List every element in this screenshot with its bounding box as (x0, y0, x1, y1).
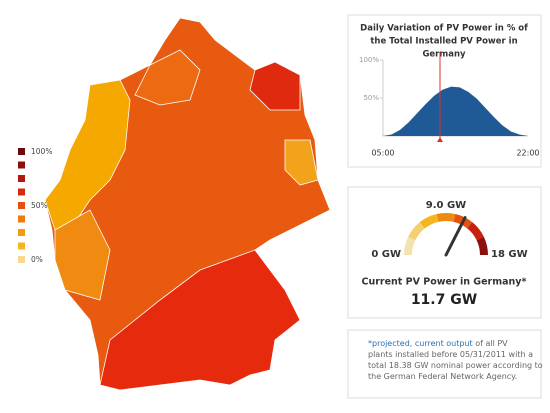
map-region-south (99, 249, 301, 391)
y-tick-label: 50% (363, 94, 379, 102)
gauge-segment (419, 214, 439, 229)
legend-swatch (18, 215, 25, 223)
note-panel (347, 329, 542, 399)
legend-swatch (18, 161, 25, 169)
gauge-min-label: 0 GW (371, 249, 401, 260)
legend-swatch (18, 188, 25, 196)
gauge: 0 GW 9.0 GW 18 GW Current PV Power in Germa… (362, 200, 528, 308)
legend-swatch (18, 202, 25, 209)
area (383, 86, 528, 136)
germany-map (44, 17, 331, 391)
gauge-panel (347, 186, 542, 319)
gauge-segment (408, 222, 425, 241)
pv-chart: Daily Variation of PV Power in % of the T… (359, 24, 540, 158)
map-region-north (134, 49, 201, 106)
current-marker-tip (437, 137, 443, 142)
map-region-east (284, 139, 319, 186)
gauge-segment (476, 236, 488, 256)
gauge-segment (404, 236, 416, 256)
note: *projected, current output of all PV plan… (368, 339, 543, 381)
x-tick-label: 05:00 (371, 149, 394, 158)
gauge-needle (444, 216, 467, 257)
gauge-value: 11.7 GW (411, 292, 477, 308)
legend-label: 0% (31, 255, 43, 264)
gauge-segment (467, 222, 484, 241)
map-legend: 100% 50% 0% (18, 147, 52, 264)
gauge-segment (436, 213, 456, 222)
note-text: total 18.38 GW nominal power according t… (368, 361, 543, 370)
note-text: the German Federal Network Agency. (368, 372, 517, 381)
y-tick-label: 100% (359, 56, 379, 64)
legend-swatch (18, 175, 25, 182)
x-tick-label: 22:00 (516, 149, 539, 158)
legend-swatch (18, 148, 25, 155)
map-region-southwest (54, 209, 111, 301)
note-text: plants installed before 05/31/2011 with … (368, 350, 533, 359)
chart-title: the Total Installed PV Power in (370, 37, 517, 47)
legend-swatch (18, 229, 25, 236)
map-region-northeast (249, 61, 301, 111)
gauge-mid-label: 9.0 GW (426, 200, 466, 211)
gauge-title: Current PV Power in Germany* (362, 277, 527, 288)
gauge-max-label: 18 GW (491, 249, 528, 260)
note-link[interactable]: *projected, current output (368, 339, 473, 348)
chart-title: Daily Variation of PV Power in % of (360, 24, 528, 34)
chart-title: Germany (422, 50, 466, 60)
legend-swatch (18, 256, 25, 263)
legend-swatch (18, 242, 25, 250)
note-text: of all PV (475, 339, 508, 348)
legend-label: 100% (31, 147, 52, 156)
legend-label: 50% (31, 201, 48, 210)
